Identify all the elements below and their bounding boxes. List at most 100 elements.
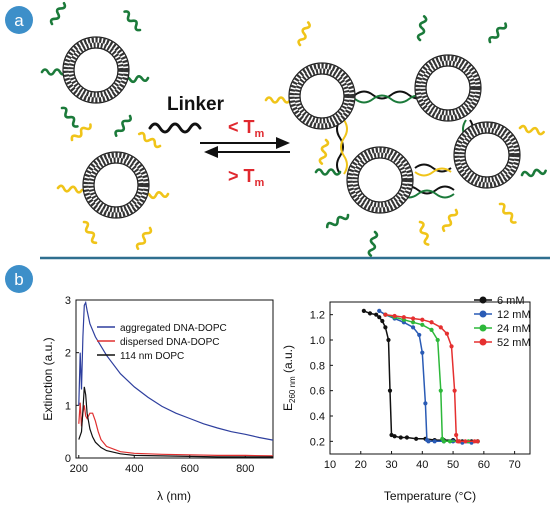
data-point — [454, 432, 459, 438]
data-point — [414, 436, 419, 441]
data-point — [398, 435, 403, 440]
y-tick-label: 1.0 — [310, 335, 325, 347]
y-tick-label: 0.4 — [310, 411, 325, 423]
data-point — [438, 388, 443, 393]
data-point — [423, 401, 428, 406]
data-point — [449, 344, 454, 349]
melting-curve-chart: 10 20 30 40 50 60 70 0.2 0.4 0.6 0.8 1.0 1.2 6 mM 12 … — [281, 295, 531, 503]
data-point — [429, 327, 434, 332]
series-line-2 — [385, 313, 478, 443]
panel-b-badge: b — [5, 265, 33, 293]
svg-text:a: a — [14, 11, 24, 30]
data-point — [377, 315, 382, 320]
data-point — [435, 337, 440, 343]
x-tick-label: 200 — [70, 463, 88, 475]
data-point — [374, 312, 379, 317]
data-point — [463, 439, 468, 444]
y-tick-label: 0.2 — [310, 436, 325, 448]
y-tick-label: 3 — [65, 295, 71, 307]
legend-marker — [479, 296, 487, 304]
series-line-1 — [78, 402, 274, 457]
legend-marker — [479, 338, 487, 346]
extinction-spectra-chart: 200 400 600 800 0 1 2 3 aggregated DNA-DOPC disp… — [41, 295, 274, 503]
data-point — [452, 388, 457, 393]
x-tick-label: 600 — [181, 463, 199, 475]
series-line-0 — [78, 300, 274, 441]
forward-condition-label: < Tm — [228, 117, 265, 140]
data-point — [417, 332, 422, 338]
data-point — [380, 318, 385, 324]
legend-marker — [479, 324, 487, 332]
data-point — [475, 439, 480, 444]
legend-label: 6 mM — [497, 295, 525, 307]
data-point — [432, 439, 437, 444]
panel-b: b 200 400 600 800 0 1 2 3 aggregated DNA-DOPC di… — [5, 265, 531, 503]
linker-label: Linker — [167, 94, 225, 115]
data-point — [457, 439, 462, 444]
data-point — [367, 311, 373, 316]
data-point — [410, 325, 416, 330]
yellow-dna-vesicle — [56, 121, 170, 252]
data-point — [383, 312, 388, 317]
y-tick-label: 0.6 — [310, 386, 325, 398]
y-tick-label: 1.2 — [310, 310, 325, 322]
data-point — [420, 317, 425, 322]
chart1-y-axis-label: Extinction (a.u.) — [41, 337, 55, 420]
legend-marker — [479, 310, 487, 318]
data-point — [377, 308, 382, 313]
x-tick-label: 400 — [125, 463, 143, 475]
green-dna-vesicle — [40, 0, 150, 139]
x-tick-label: 60 — [478, 459, 490, 471]
x-tick-label: 50 — [447, 459, 459, 471]
linker-dna — [148, 122, 202, 134]
data-point — [420, 350, 425, 355]
y-tick-label: 1 — [65, 400, 71, 412]
chart2-x-axis-label: Temperature (°C) — [384, 489, 476, 503]
reverse-condition-label: > Tm — [228, 166, 265, 189]
vesicle-aggregate — [264, 14, 548, 258]
panel-a: a Linker — [5, 0, 548, 258]
data-point — [387, 388, 393, 393]
series-line-1 — [378, 310, 478, 444]
data-point — [401, 315, 406, 320]
data-point — [420, 322, 425, 327]
data-point — [410, 316, 416, 321]
chart2-frame — [329, 301, 531, 455]
data-point — [392, 313, 397, 319]
series-line-0 — [363, 310, 478, 443]
x-tick-label: 40 — [416, 459, 428, 471]
series-line-3 — [385, 313, 478, 443]
legend-label: dispersed DNA-DOPC — [120, 337, 219, 348]
svg-text:b: b — [14, 270, 23, 289]
y-tick-label: 0 — [65, 453, 71, 465]
data-point — [438, 325, 443, 330]
x-tick-label: 70 — [508, 459, 520, 471]
legend-label: 12 mM — [497, 309, 531, 321]
data-point — [392, 434, 397, 439]
x-tick-label: 30 — [385, 459, 397, 471]
legend-label: aggregated DNA-DOPC — [120, 323, 227, 334]
data-point — [383, 325, 388, 330]
data-point — [361, 308, 366, 313]
series-line-2 — [78, 386, 273, 458]
data-point — [426, 439, 431, 444]
x-tick-label: 10 — [324, 459, 336, 471]
data-point — [404, 435, 410, 440]
data-point — [410, 320, 416, 325]
chart1-frame — [75, 299, 274, 459]
equilibrium-arrows — [200, 137, 290, 158]
data-point — [441, 439, 446, 444]
x-tick-label: 20 — [355, 459, 367, 471]
legend-label: 52 mM — [497, 337, 531, 349]
data-point — [447, 439, 453, 444]
y-tick-label: 2 — [65, 348, 71, 360]
x-tick-label: 800 — [236, 463, 254, 475]
data-point — [472, 439, 477, 444]
chart1-x-axis-label: λ (nm) — [157, 489, 191, 503]
data-point — [444, 331, 450, 336]
panel-a-badge: a — [5, 6, 33, 34]
chart2-y-axis-label: E260 nm (a.u.) — [281, 345, 297, 411]
data-point — [386, 337, 391, 343]
legend-label: 24 mM — [497, 323, 531, 335]
